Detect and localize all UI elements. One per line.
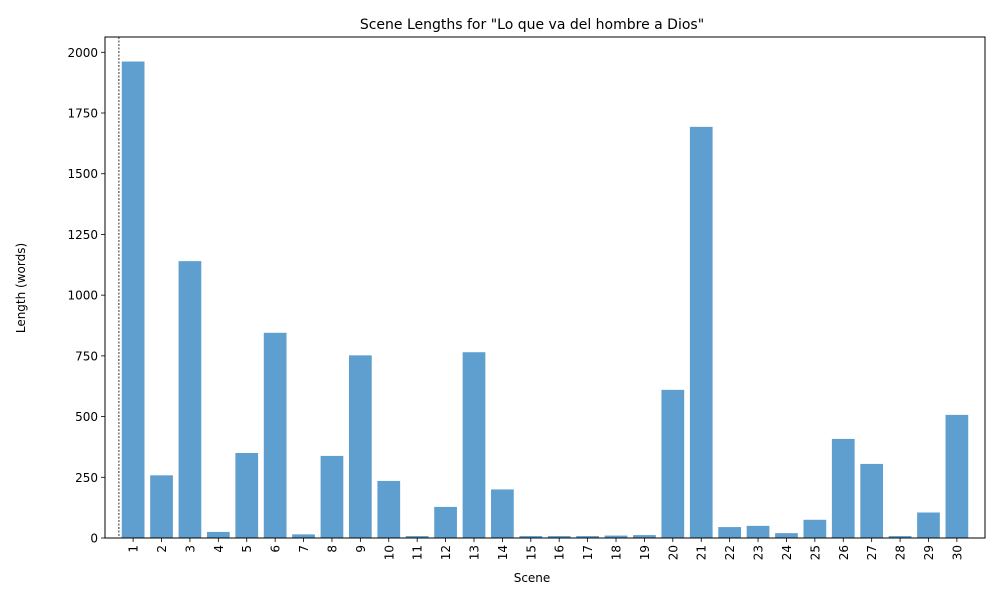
- x-tick-label: 20: [666, 545, 680, 560]
- bar-scene-3: [178, 261, 202, 538]
- bar-scene-21: [689, 126, 713, 538]
- x-tick-label: 10: [382, 545, 396, 560]
- x-tick-label: 14: [496, 545, 510, 560]
- x-tick-label: 23: [752, 545, 766, 560]
- y-tick-label: 750: [75, 349, 98, 363]
- x-tick-label: 19: [638, 545, 652, 560]
- y-axis-label: Length (words): [14, 243, 28, 333]
- bar-scene-16: [547, 536, 571, 538]
- x-tick-label: 13: [467, 545, 481, 560]
- bar-scene-9: [349, 355, 372, 538]
- y-tick-label: 2000: [67, 46, 98, 60]
- x-axis: 1 2 3 4 5 6 7 8 9 10 11 12 13 14 15 16 17 18 19 20 21 22 23 24 2…: [127, 538, 964, 560]
- x-tick-label: 9: [354, 545, 368, 553]
- bar-scene-1: [121, 61, 145, 539]
- bar-scene-14: [491, 489, 514, 538]
- bar-scene-30: [945, 414, 969, 538]
- x-tick-label: 18: [610, 545, 624, 560]
- bar-scene-2: [150, 475, 173, 538]
- x-tick-label: 12: [439, 545, 453, 560]
- x-tick-label: 4: [212, 545, 226, 553]
- bar-scene-23: [746, 525, 770, 538]
- bar-scene-8: [320, 455, 344, 538]
- bar-scene-20: [661, 389, 685, 538]
- bar-scene-19: [633, 535, 656, 538]
- x-tick-label: 27: [865, 545, 879, 560]
- bar-scene-28: [888, 536, 912, 538]
- x-tick-label: 16: [553, 545, 567, 560]
- x-tick-label: 21: [695, 545, 709, 560]
- bar-scene-17: [576, 536, 599, 538]
- bar-scene-27: [860, 463, 884, 538]
- x-tick-label: 11: [411, 545, 425, 560]
- y-tick-label: 1500: [67, 167, 98, 181]
- x-tick-label: 3: [183, 545, 197, 553]
- chart-title: Scene Lengths for "Lo que va del hombre …: [360, 17, 704, 33]
- bar-scene-4: [206, 531, 230, 538]
- bar-scene-12: [434, 506, 457, 538]
- plot-frame: [104, 36, 986, 539]
- x-tick-label: 15: [524, 545, 538, 560]
- x-tick-label: 25: [808, 545, 822, 560]
- bar-scene-10: [377, 480, 401, 538]
- x-tick-label: 30: [950, 545, 964, 560]
- y-axis: 0 250 500 750 1000 1250 1500 1750 2000: [67, 46, 105, 546]
- y-tick-label: 1250: [67, 228, 98, 242]
- x-tick-label: 6: [269, 545, 283, 553]
- bar-scene-26: [831, 438, 855, 538]
- bar-scene-18: [604, 535, 628, 538]
- bar-scene-15: [519, 536, 543, 538]
- bar-scene-6: [263, 332, 287, 538]
- bar-scene-24: [775, 533, 798, 538]
- x-tick-label: 5: [240, 545, 254, 553]
- x-tick-label: 28: [894, 545, 908, 560]
- y-tick-label: 500: [75, 410, 98, 424]
- x-tick-label: 24: [780, 545, 794, 560]
- y-tick-label: 0: [90, 532, 98, 546]
- bar-scene-29: [917, 512, 940, 538]
- y-tick-label: 1000: [67, 289, 98, 303]
- x-tick-label: 22: [723, 545, 737, 560]
- x-tick-label: 2: [155, 545, 169, 553]
- y-tick-label: 1750: [67, 107, 98, 121]
- x-tick-label: 7: [297, 545, 311, 553]
- bar-scene-25: [803, 519, 827, 538]
- bars: [121, 61, 969, 539]
- x-tick-label: 17: [581, 545, 595, 560]
- bar-scene-5: [235, 453, 259, 538]
- bar-scene-11: [405, 536, 429, 538]
- x-tick-label: 8: [325, 545, 339, 553]
- y-tick-label: 250: [75, 471, 98, 485]
- bar-scene-22: [718, 527, 741, 538]
- bar-scene-7: [292, 534, 315, 538]
- x-axis-label: Scene: [514, 571, 551, 585]
- x-tick-label: 1: [127, 545, 141, 553]
- x-tick-label: 29: [922, 545, 936, 560]
- x-tick-label: 26: [837, 545, 851, 560]
- bar-scene-13: [462, 352, 486, 538]
